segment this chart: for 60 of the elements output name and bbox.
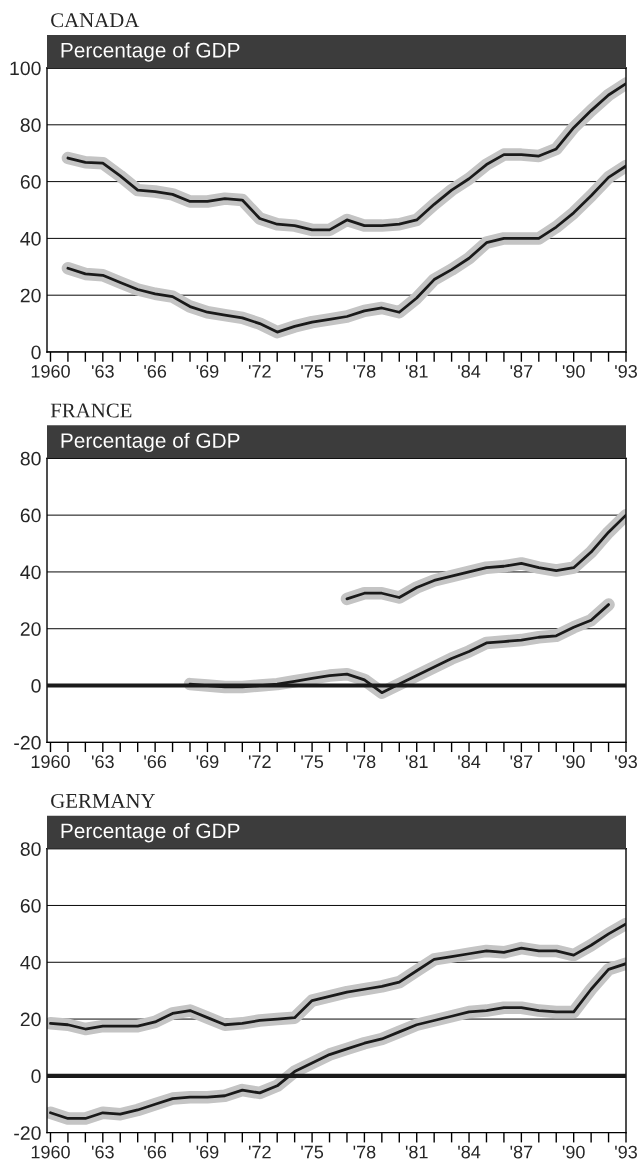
x-tick-label: '93 — [615, 364, 637, 378]
y-tick-label: 20 — [20, 288, 41, 303]
y-tick-label: 0 — [31, 1069, 41, 1084]
x-tick-label: '75 — [301, 365, 324, 378]
y-tick-label: -20 — [14, 735, 41, 750]
x-tick-label: '81 — [405, 1145, 428, 1159]
y-tick-label: 0 — [31, 345, 41, 360]
x-tick-label: '81 — [405, 755, 428, 769]
y-tick-label: 80 — [20, 451, 41, 466]
x-tick-label: '90 — [562, 755, 585, 769]
x-tick-label: '84 — [458, 1145, 481, 1159]
x-tick-label: '75 — [301, 755, 324, 769]
x-tick-label: '72 — [248, 364, 271, 378]
x-tick-label: '63 — [91, 364, 114, 378]
x-tick-label: '72 — [248, 755, 271, 768]
x-tick-label: '69 — [196, 1145, 219, 1159]
y-tick-label: 40 — [20, 565, 41, 580]
x-tick-label: '63 — [91, 1145, 114, 1159]
y-tick-label: 40 — [20, 231, 41, 246]
y-tick-label: -20 — [14, 1126, 41, 1140]
x-tick-label: '90 — [562, 1145, 585, 1159]
chart-subtitle: Percentage of GDP — [61, 432, 240, 453]
x-tick-label: '87 — [510, 755, 533, 769]
x-tick-label: '81 — [405, 364, 428, 378]
y-tick-label: 100 — [10, 61, 41, 76]
x-tick-label: '63 — [91, 755, 114, 769]
x-tick-label: '66 — [144, 755, 167, 769]
x-tick-label: '69 — [196, 364, 219, 378]
x-tick-label: '72 — [248, 1145, 271, 1159]
x-tick-label: 1960 — [31, 755, 70, 769]
chart-subtitle: Percentage of GDP — [61, 42, 240, 62]
x-tick-label: '66 — [144, 364, 167, 378]
chart-subtitle: Percentage of GDP — [61, 822, 240, 843]
x-tick-label: '69 — [196, 755, 219, 769]
x-tick-label: '84 — [458, 755, 481, 769]
x-tick-label: '87 — [510, 1145, 533, 1159]
x-tick-label: '90 — [562, 364, 585, 378]
x-tick-label: '75 — [301, 1145, 324, 1159]
y-tick-label: 60 — [20, 508, 41, 523]
y-tick-label: 0 — [31, 679, 41, 693]
x-tick-label: '78 — [353, 364, 376, 378]
x-tick-label: 1960 — [31, 1145, 70, 1159]
chart-title: GERMANY — [51, 793, 156, 808]
chart-title: CANADA — [51, 13, 140, 28]
x-tick-label: '93 — [615, 1145, 637, 1159]
x-tick-label: '66 — [144, 1145, 167, 1159]
y-tick-label: 60 — [20, 898, 41, 913]
y-tick-label: 60 — [20, 175, 41, 189]
x-tick-label: '87 — [510, 364, 533, 378]
x-tick-label: '93 — [615, 755, 637, 769]
y-tick-label: 80 — [20, 118, 41, 133]
x-tick-label: 1960 — [31, 364, 70, 378]
x-tick-label: '78 — [353, 1145, 376, 1159]
chart-title: FRANCE — [50, 403, 132, 418]
y-tick-label: 20 — [20, 1012, 41, 1027]
y-tick-label: 80 — [20, 842, 41, 856]
x-tick-label: '78 — [353, 755, 376, 769]
y-tick-label: 20 — [20, 622, 41, 636]
x-tick-label: '84 — [458, 364, 481, 378]
y-tick-label: 40 — [20, 955, 41, 970]
